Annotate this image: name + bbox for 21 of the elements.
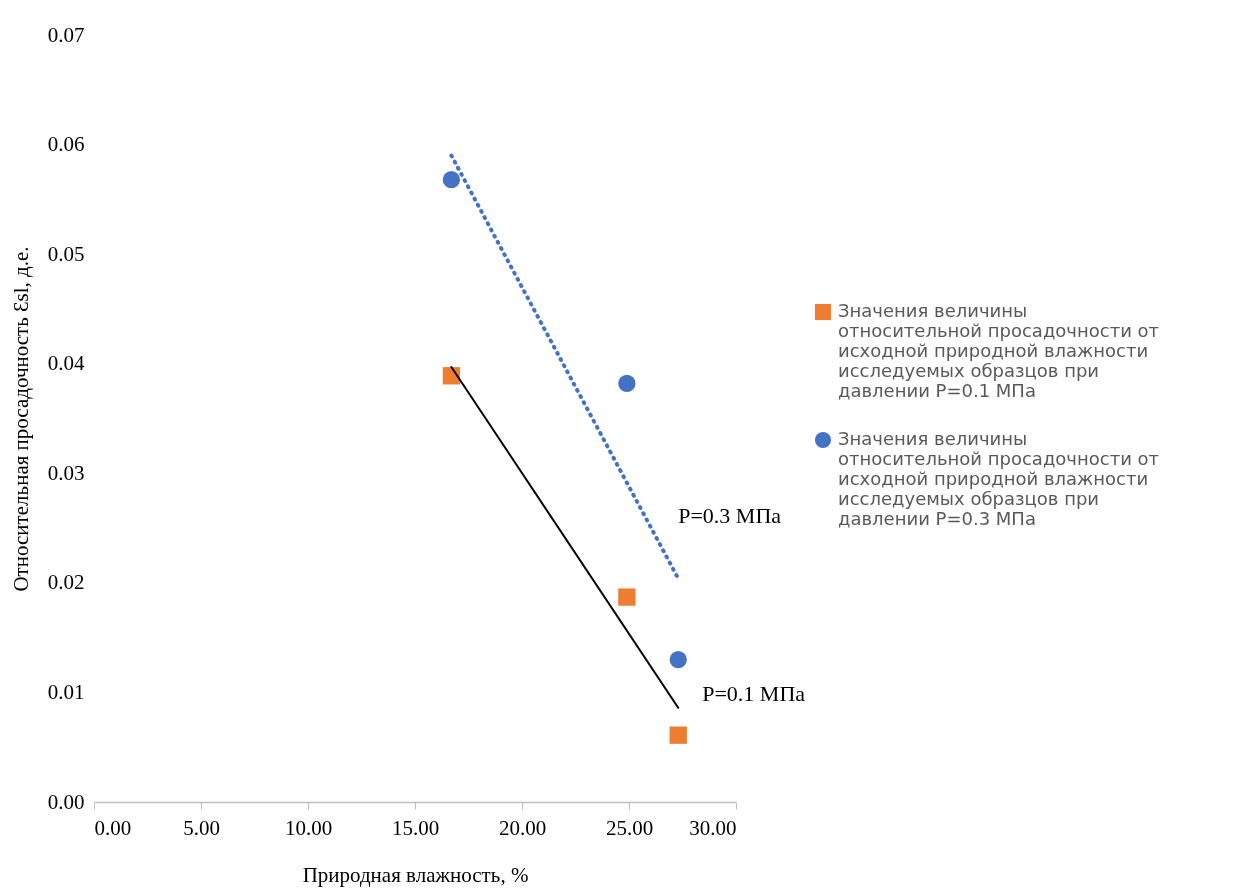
y-tick-label: 0.02 [47, 570, 85, 595]
y-tick-label: 0.05 [47, 241, 85, 266]
y-tick-label: 0.04 [47, 351, 85, 376]
legend-label: Значения величины относительной просадочности от исходной природной влажности исследуемых образцов при давлении P=0.1 МПа [838, 300, 1160, 401]
x-tick-label: 15.00 [391, 815, 440, 840]
x-tick-label: 20.00 [498, 815, 547, 840]
x-tick-label: 0.00 [94, 815, 132, 840]
x-tick-label: 30.00 [689, 815, 737, 840]
y-tick-label: 0.00 [47, 789, 85, 814]
y-tick-label: 0.01 [47, 679, 85, 704]
x-axis-title: Природная влажность, % [302, 862, 529, 887]
x-tick-label: 10.00 [284, 815, 333, 840]
x-tick-label: 5.00 [183, 815, 220, 840]
x-tick-label: 25.00 [605, 815, 654, 840]
y-tick-label: 0.03 [47, 460, 85, 485]
y-axis-title: Относительная просадочность Ɛsl, д.е. [8, 246, 33, 592]
legend-label: Значения величины относительной просадочности от исходной природной влажности исследуемых образцов при давлении P=0.3 МПа [838, 428, 1160, 529]
annotation: P=0.1 МПа [702, 680, 806, 706]
y-tick-label: 0.06 [47, 132, 85, 157]
y-tick-label: 0.07 [47, 22, 85, 47]
annotation: P=0.3 МПа [678, 503, 782, 529]
